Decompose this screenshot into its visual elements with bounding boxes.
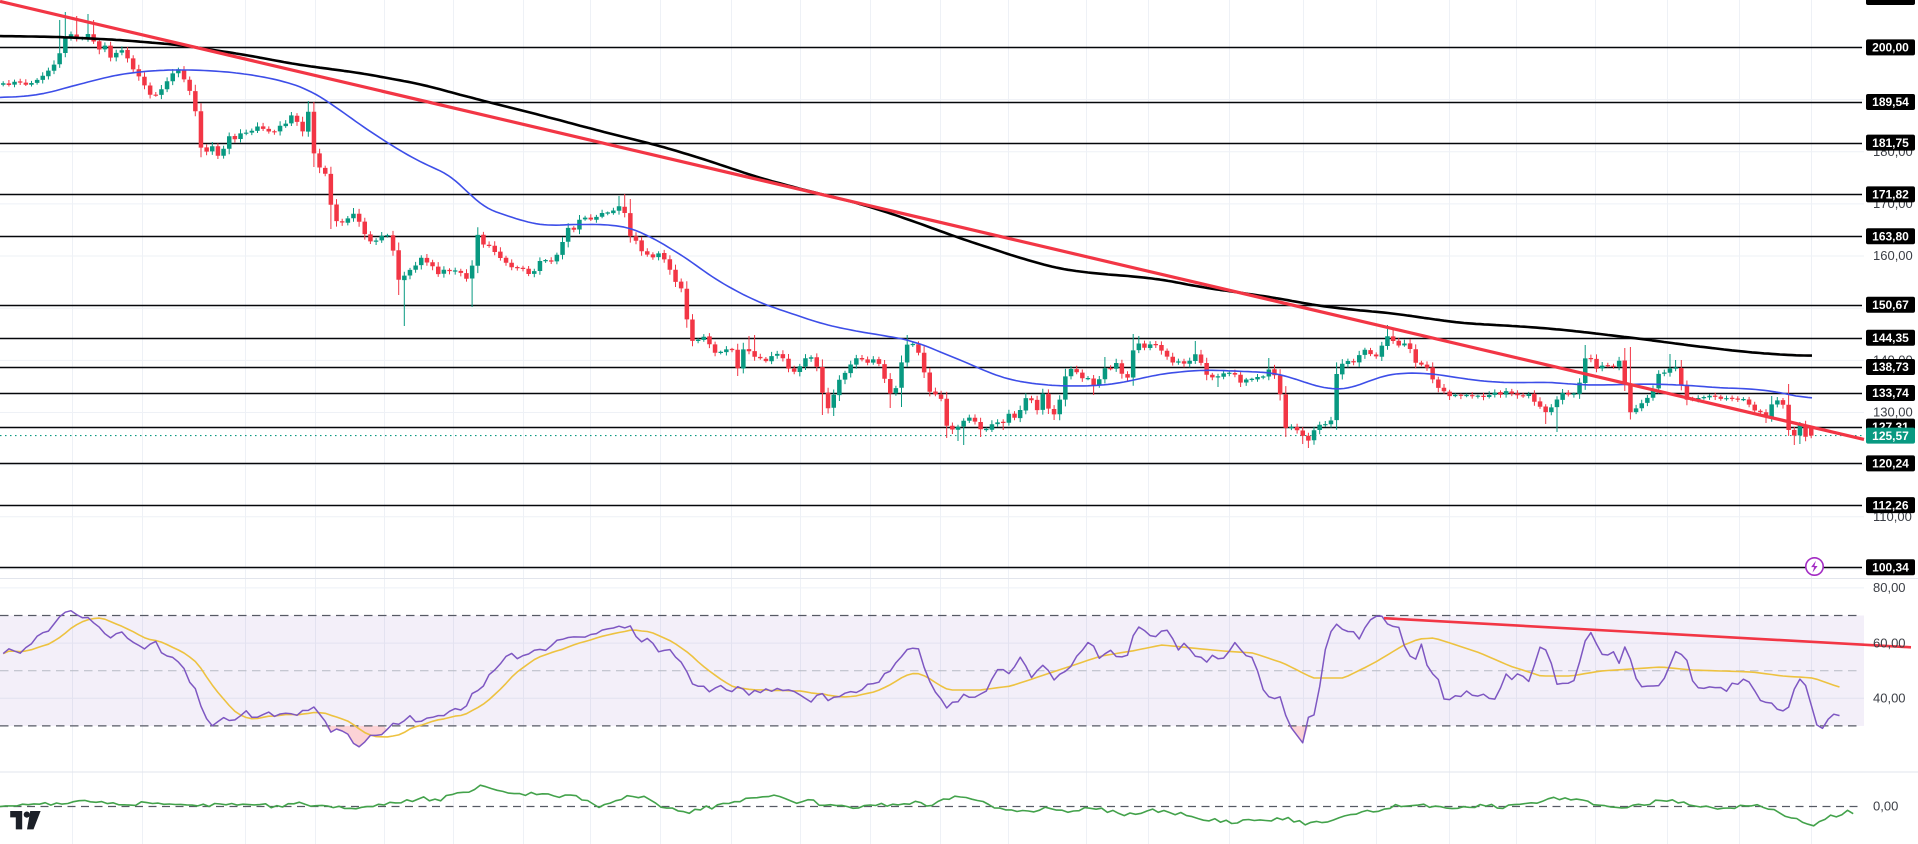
svg-text:0,00: 0,00 — [1873, 799, 1898, 814]
svg-text:150,67: 150,67 — [1872, 298, 1909, 312]
svg-text:144,35: 144,35 — [1872, 331, 1909, 345]
svg-text:160,00: 160,00 — [1873, 248, 1913, 263]
svg-text:189,54: 189,54 — [1872, 95, 1909, 109]
svg-text:200,00: 200,00 — [1872, 41, 1909, 55]
svg-text:112,26: 112,26 — [1872, 498, 1908, 512]
svg-text:138,73: 138,73 — [1872, 360, 1909, 374]
svg-text:181,75: 181,75 — [1872, 136, 1909, 150]
svg-text:100,34: 100,34 — [1872, 560, 1909, 574]
svg-text:60,00: 60,00 — [1873, 635, 1906, 650]
svg-text:125,57: 125,57 — [1872, 429, 1909, 443]
svg-text:171,82: 171,82 — [1872, 188, 1909, 202]
svg-text:130,00: 130,00 — [1873, 405, 1913, 420]
svg-text:80,00: 80,00 — [1873, 580, 1906, 595]
svg-text:133,74: 133,74 — [1872, 386, 1909, 400]
svg-text:120,24: 120,24 — [1872, 457, 1909, 471]
svg-text:163,80: 163,80 — [1872, 229, 1909, 243]
svg-text:40,00: 40,00 — [1873, 691, 1906, 706]
